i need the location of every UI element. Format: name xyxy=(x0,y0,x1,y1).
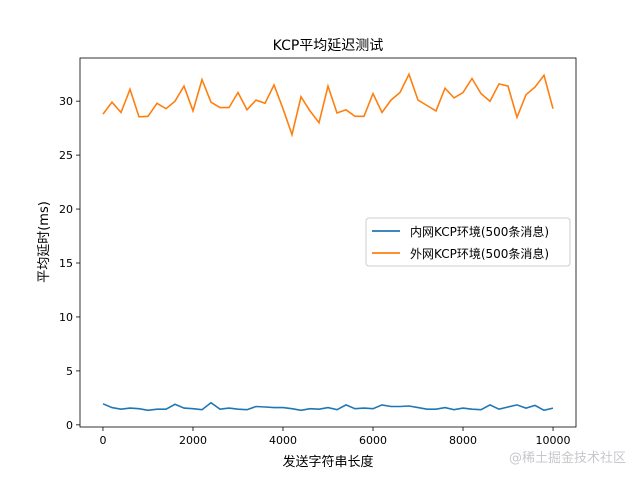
x-tick-label: 0 xyxy=(99,434,106,447)
legend: 内网KCP环境(500条消息) 外网KCP环境(500条消息) xyxy=(365,217,571,267)
y-tick-label: 15 xyxy=(59,257,73,270)
x-axis-label: 发送字符串长度 xyxy=(282,454,373,470)
y-tick-label: 20 xyxy=(59,203,73,216)
y-tick-label: 5 xyxy=(66,365,73,378)
y-tick-label: 10 xyxy=(59,311,73,324)
x-tick-label: 10000 xyxy=(536,434,571,447)
y-tick-label: 30 xyxy=(59,95,73,108)
x-tick-label: 4000 xyxy=(269,434,297,447)
y-tick-label: 25 xyxy=(59,149,73,162)
legend-box xyxy=(365,217,571,267)
legend-label-1: 外网KCP环境(500条消息) xyxy=(410,246,549,261)
plot-frame xyxy=(79,57,577,428)
watermark: @稀土掘金技术社区 xyxy=(508,451,626,466)
y-tick-label: 0 xyxy=(66,419,73,432)
series-line-0 xyxy=(102,401,554,412)
legend-label-0: 内网KCP环境(500条消息) xyxy=(410,224,549,239)
y-axis-label: 平均延时(ms) xyxy=(37,201,52,283)
series-line-1 xyxy=(102,72,554,138)
x-tick-label: 8000 xyxy=(449,434,477,447)
chart-title: KCP平均延迟测试 xyxy=(273,38,384,54)
x-tick-label: 6000 xyxy=(359,434,387,447)
x-tick-label: 2000 xyxy=(179,434,207,447)
